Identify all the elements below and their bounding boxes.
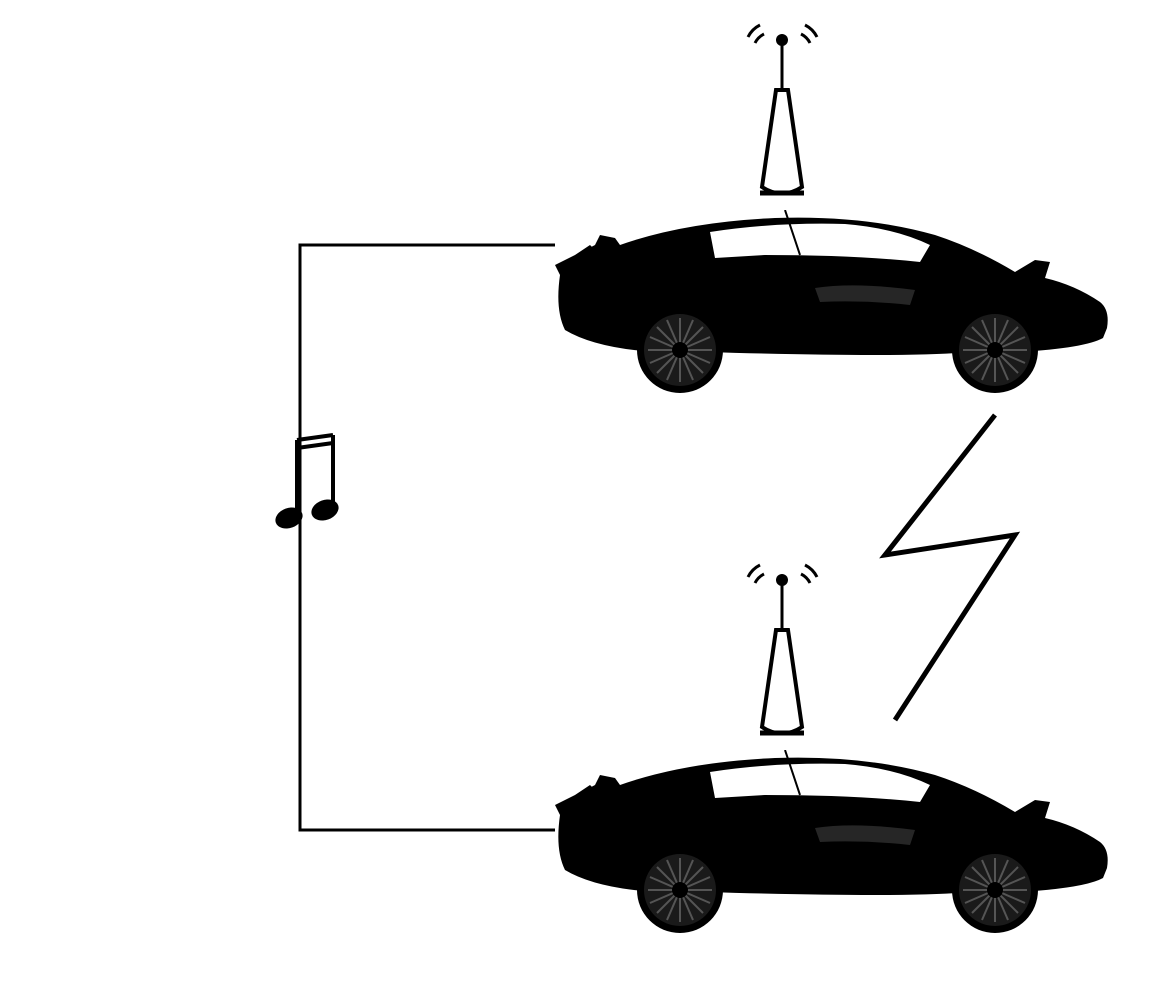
antenna-top-icon (740, 15, 825, 215)
antenna-bottom-icon (740, 555, 825, 755)
lightning-icon (840, 405, 1060, 730)
car-top-icon (555, 210, 1110, 400)
diagram-container (0, 0, 1162, 990)
music-note-icon (275, 430, 350, 550)
car-bottom-icon (555, 750, 1110, 940)
